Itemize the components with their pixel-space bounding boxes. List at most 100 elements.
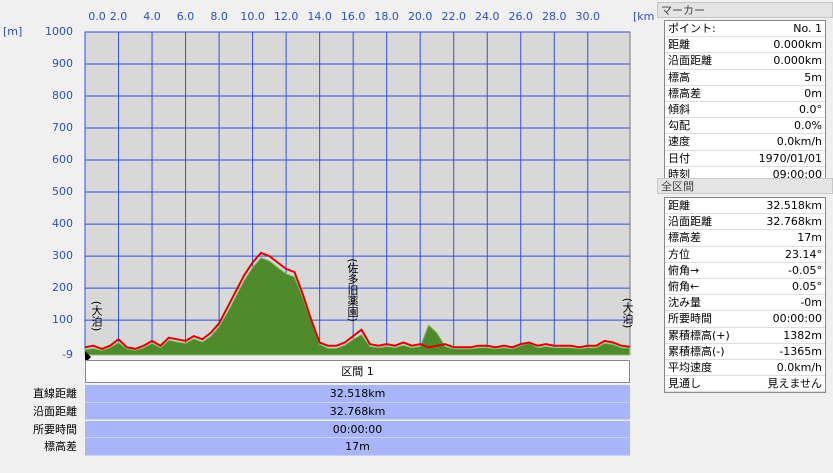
segment-label: 沿面距離 (33, 404, 77, 418)
row-value: 0.0% (794, 119, 822, 133)
row-label: 方位 (668, 247, 690, 261)
x-tick-label: 18.0 (374, 10, 399, 23)
row-value: 0.05° (792, 279, 822, 293)
panel-row: 勾配 0.0% (665, 118, 825, 135)
row-value: 0.000km (773, 54, 822, 68)
row-label: 距離 (668, 38, 690, 52)
row-value: 00:00:00 (772, 312, 822, 326)
panel-row: 日付 1970/01/01 (665, 151, 825, 167)
x-tick-label: 10.0 (240, 10, 265, 23)
panel-row: 見通し 見えません (665, 376, 825, 393)
row-label: 沿面距離 (668, 54, 712, 68)
row-value: 32.518km (766, 199, 822, 212)
row-label: 時刻 (668, 167, 690, 181)
row-label: 累積標高(+) (668, 328, 730, 342)
x-tick-label: 8.0 (210, 10, 228, 23)
x-tick-label: 2.0 (110, 10, 128, 23)
row-value: 32.768km (766, 215, 822, 229)
x-tick-label: 0.0 (88, 10, 106, 23)
y-axis-label: [m] (3, 25, 22, 38)
panel-row: 累積標高(+) 1382m (665, 328, 825, 344)
x-tick-label: 12.0 (274, 10, 299, 23)
segment-row: 所要時間 00:00:00 (0, 420, 630, 439)
row-value: 0m (804, 86, 822, 100)
panel-row: 沿面距離 32.768km (665, 214, 825, 231)
y-tick-label: 1000 (45, 25, 73, 38)
marker-title: マーカー (657, 2, 833, 18)
row-label: ポイント: (668, 22, 716, 35)
row-value: 5m (804, 70, 822, 84)
row-value: 0.000km (773, 38, 822, 52)
x-tick-label: 26.0 (509, 10, 534, 23)
segment-value: 17m (85, 438, 630, 456)
x-tick-label: 20.0 (408, 10, 433, 23)
x-tick-label: 14.0 (307, 10, 332, 23)
y-tick-label: 800 (52, 89, 73, 102)
segment-label: 直線距離 (33, 387, 77, 400)
segment-label: 所要時間 (33, 422, 77, 436)
panel-row: 平均速度 0.0km/h (665, 360, 825, 377)
row-value: 0.0km/h (776, 360, 822, 374)
x-tick-label: 22.0 (441, 10, 466, 23)
row-value: -0.05° (788, 263, 822, 277)
row-value: 0.0km/h (776, 135, 822, 149)
panel-row: 俯角← 0.05° (665, 279, 825, 296)
row-value: 17m (797, 231, 822, 245)
y-tick-label: 900 (52, 57, 73, 70)
panel-row: ポイント: No. 1 (665, 21, 825, 38)
x-tick-label: 6.0 (177, 10, 195, 23)
segment-row: 標高差 17m (0, 438, 630, 456)
total-panel: 距離 32.518km 沿面距離 32.768km 標高差 17m 方位 23.14° 俯角→ -… (664, 197, 826, 394)
row-label: 累積標高(-) (668, 344, 725, 358)
segment-header: 区間 1 (85, 360, 630, 383)
plot-area (84, 31, 631, 356)
row-label: 俯角← (668, 279, 700, 293)
panel-row: 速度 0.0km/h (665, 134, 825, 151)
row-label: 傾斜 (668, 102, 690, 116)
row-label: 標高差 (668, 86, 701, 100)
x-tick-label: 28.0 (542, 10, 567, 23)
row-value: 23.14° (785, 247, 822, 261)
y-tick-label: 300 (52, 249, 73, 262)
x-axis-label: [km] (633, 10, 655, 23)
y-tick-label: 700 (52, 121, 73, 134)
row-value: 09:00:00 (772, 167, 822, 181)
panel-row: 標高差 17m (665, 230, 825, 247)
segment-row: 直線距離 32.518km (0, 385, 630, 403)
panel-row: 標高差 0m (665, 86, 825, 102)
row-value: 0.0° (799, 102, 822, 116)
panel-row: 方位 23.14° (665, 247, 825, 263)
x-tick-label: 16.0 (341, 10, 366, 23)
panel-row: 沿面距離 0.000km (665, 53, 825, 70)
row-label: 標高差 (668, 231, 701, 245)
row-label: 俯角→ (668, 263, 700, 277)
row-value: -1365m (779, 344, 822, 358)
panel-row: 累積標高(-) -1365m (665, 344, 825, 360)
row-label: 勾配 (668, 119, 690, 133)
y-tick-label: 200 (52, 281, 73, 294)
segment-label: 標高差 (44, 440, 77, 454)
waypoint-label: (大泊) (621, 298, 634, 329)
row-label: 沈み量 (668, 296, 701, 310)
x-tick-label: 4.0 (143, 10, 161, 23)
profile-chart: [m] [km] -9 100 200 300 400 500 600 700 800 900 10… (3, 10, 655, 363)
row-value: No. 1 (793, 22, 822, 35)
panel-row: 俯角→ -0.05° (665, 263, 825, 279)
waypoint-label: (大泊) (90, 301, 103, 332)
row-value: 見えません (767, 377, 822, 391)
row-label: 平均速度 (668, 360, 712, 374)
terrain-area (84, 257, 631, 356)
panel-row: 傾斜 0.0° (665, 102, 825, 119)
segment-value: 00:00:00 (85, 420, 630, 439)
y-tick-label: -9 (62, 348, 73, 361)
row-label: 距離 (668, 199, 690, 212)
row-label: 沿面距離 (668, 215, 712, 229)
panel-row: 距離 32.518km (665, 198, 825, 215)
panel-row: 標高 5m (665, 70, 825, 86)
x-tick-label: 24.0 (475, 10, 500, 23)
row-label: 日付 (668, 151, 690, 165)
row-label: 見通し (668, 377, 701, 391)
row-value: 1382m (783, 328, 822, 342)
route-line (84, 251, 630, 350)
